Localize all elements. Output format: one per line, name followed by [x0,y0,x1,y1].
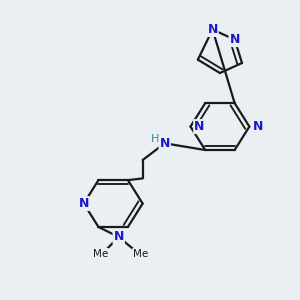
Text: N: N [253,120,263,133]
Text: N: N [207,23,218,36]
Text: H: H [151,134,160,144]
Text: N: N [194,120,205,133]
Text: N: N [160,137,170,150]
Text: N: N [79,197,89,210]
Text: Me: Me [133,249,148,259]
Text: N: N [230,33,240,46]
Text: N: N [113,230,124,244]
Text: Me: Me [93,249,108,259]
